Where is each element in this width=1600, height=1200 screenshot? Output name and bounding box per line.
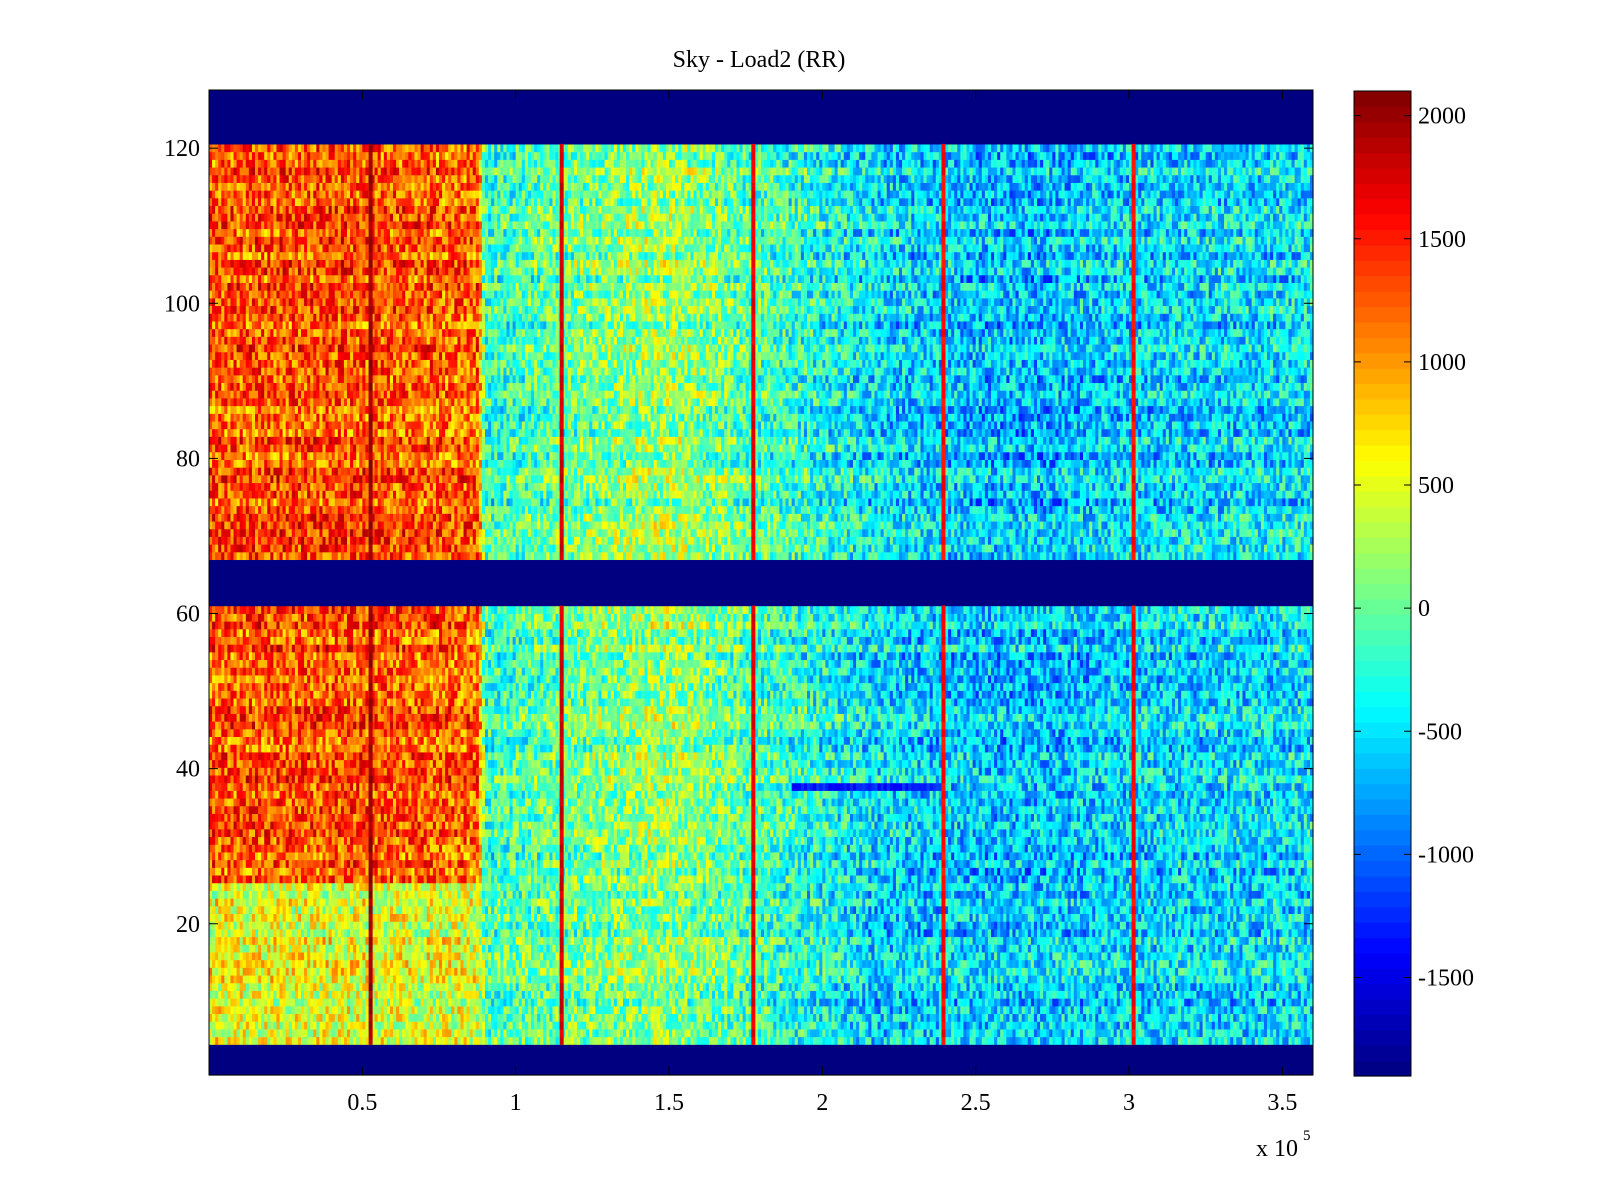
flagged-channel-row xyxy=(209,1052,1313,1060)
heatmap-cells xyxy=(209,90,1314,1076)
heatmap-figure: Sky - Load2 (RR) 0.5 1 1.5 2 2.5 3 3.5 2040608… xyxy=(0,0,1600,1200)
heatmap-row xyxy=(209,1029,1314,1037)
flagged-channel-row xyxy=(209,1067,1313,1075)
flagged-channel-row xyxy=(209,1060,1313,1068)
flagged-channel-row xyxy=(209,1044,1313,1052)
heatmap-row xyxy=(209,1021,1314,1029)
chart-title: Sky - Load2 (RR) xyxy=(673,47,846,73)
heatmap-row xyxy=(209,1037,1314,1045)
